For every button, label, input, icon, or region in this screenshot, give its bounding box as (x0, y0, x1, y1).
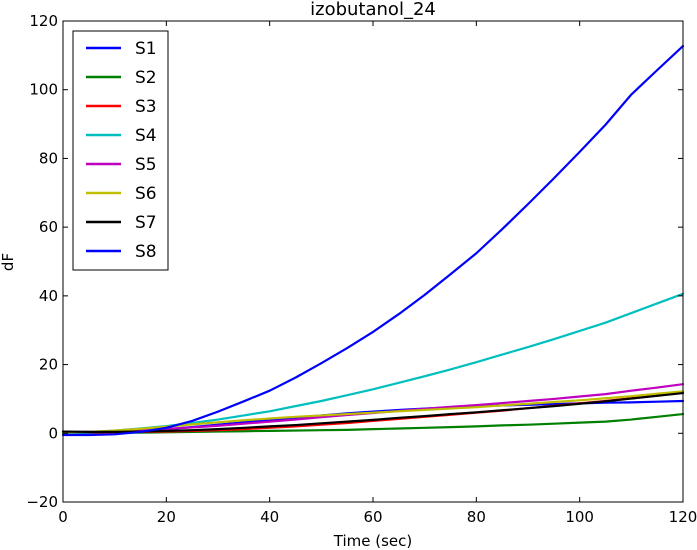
chart-title: izobutanol_24 (310, 0, 436, 20)
series-line-s8 (61, 44, 685, 437)
legend-label-s3: S3 (135, 97, 157, 117)
x-tick-label: 20 (157, 508, 176, 526)
legend-label-s7: S7 (135, 213, 157, 233)
x-tick-label: 100 (565, 508, 594, 526)
x-tick-label: 120 (669, 508, 697, 526)
y-axis-label: dF (0, 253, 17, 271)
legend-label-s4: S4 (135, 126, 157, 146)
y-tick-label: 60 (39, 218, 58, 236)
legend-label-s2: S2 (135, 68, 157, 88)
x-axis-label: Time (sec) (333, 532, 412, 550)
legend-label-s5: S5 (135, 155, 157, 175)
y-tick-label: 120 (29, 12, 58, 30)
legend-label-s1: S1 (135, 39, 157, 59)
legend: S1 S2 S3 S4 S5 S6 S7 S8 (72, 30, 169, 271)
x-tick-label: 40 (260, 508, 279, 526)
legend-box (72, 30, 169, 271)
y-tick-label: −20 (26, 493, 58, 511)
x-tick-label: 0 (58, 508, 68, 526)
legend-label-s6: S6 (135, 184, 157, 204)
x-tick-label: 60 (363, 508, 382, 526)
y-tick-label: 100 (29, 81, 58, 99)
y-tick-label: 20 (39, 356, 58, 374)
series-layer (61, 44, 685, 437)
y-tick-label: 80 (39, 149, 58, 167)
x-tick-label: 80 (467, 508, 486, 526)
y-tick-label: 0 (48, 424, 58, 442)
legend-label-s8: S8 (135, 242, 157, 262)
series-line-s7 (61, 391, 685, 434)
y-tick-label: 40 (39, 287, 58, 305)
